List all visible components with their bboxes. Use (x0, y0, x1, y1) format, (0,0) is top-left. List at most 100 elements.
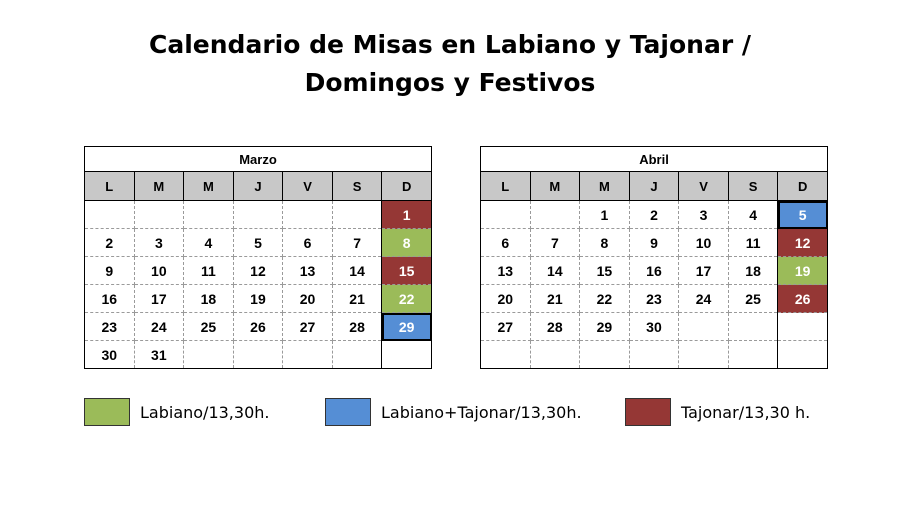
day-cell: 4 (183, 228, 234, 257)
weekday-header: J (232, 171, 284, 201)
calendar-marzo: Marzo L M M J V S D 1 2 3 4 5 6 7 8 9 10 11 12 13 14 15 16 17 18 1… (84, 146, 432, 369)
weekday-header: J (628, 171, 680, 201)
week-row: 30 31 (84, 340, 432, 369)
month-header-row: Abril (480, 146, 828, 172)
weekday-header: M (183, 171, 234, 201)
day-cell (529, 200, 581, 229)
weekday-header: M (529, 171, 581, 201)
day-cell: 8 (579, 228, 630, 257)
day-cell: 24 (133, 312, 185, 341)
weekday-header: L (480, 171, 531, 201)
day-cell (529, 340, 581, 369)
legend-label: Tajonar/13,30 h. (681, 402, 811, 422)
day-cell: 3 (133, 228, 185, 257)
day-cell: 19 (777, 256, 828, 285)
day-cell: 1 (381, 200, 432, 229)
legend-swatch-red (625, 398, 671, 426)
month-name: Marzo (84, 146, 432, 172)
day-cell: 26 (232, 312, 284, 341)
day-cell: 3 (678, 200, 729, 229)
day-cell: 12 (232, 256, 284, 285)
weekday-header: M (133, 171, 185, 201)
day-cell: 18 (183, 284, 234, 313)
day-cell: 23 (628, 284, 680, 313)
day-cell: 7 (529, 228, 581, 257)
day-cell: 11 (183, 256, 234, 285)
day-cell: 20 (480, 284, 531, 313)
legend-swatch-green (84, 398, 130, 426)
day-cell (678, 312, 729, 341)
legend-item-labiano: Labiano/13,30h. (84, 398, 269, 426)
day-cell: 13 (282, 256, 333, 285)
day-cell: 9 (84, 256, 135, 285)
day-cell: 28 (529, 312, 581, 341)
weekday-header: D (381, 171, 432, 201)
day-cell: 4 (727, 200, 779, 229)
day-cell (282, 340, 333, 369)
day-cell (331, 340, 383, 369)
day-cell (480, 200, 531, 229)
weekday-header: V (282, 171, 333, 201)
day-cell (727, 340, 779, 369)
day-cell: 30 (84, 340, 135, 369)
weekday-header: L (84, 171, 135, 201)
page-title: Calendario de Misas en Labiano y Tajonar… (0, 26, 900, 102)
day-cell: 7 (331, 228, 383, 257)
legend-item-labiano-tajonar: Labiano+Tajonar/13,30h. (325, 398, 582, 426)
legend-label: Labiano/13,30h. (140, 402, 270, 422)
day-cell: 18 (727, 256, 779, 285)
day-cell: 31 (133, 340, 185, 369)
day-cell: 19 (232, 284, 284, 313)
day-cell (183, 200, 234, 229)
day-cell: 21 (529, 284, 581, 313)
week-row: 1 (84, 200, 432, 229)
legend-item-tajonar: Tajonar/13,30 h. (625, 398, 810, 426)
day-cell: 13 (480, 256, 531, 285)
weekday-header: D (777, 171, 828, 201)
title-line-2: Domingos y Festivos (304, 68, 596, 97)
day-cell: 11 (727, 228, 779, 257)
weekday-header: V (678, 171, 729, 201)
day-cell: 10 (678, 228, 729, 257)
day-cell: 23 (84, 312, 135, 341)
week-row: 23 24 25 26 27 28 29 (84, 312, 432, 341)
day-cell: 1 (579, 200, 630, 229)
day-cell: 15 (579, 256, 630, 285)
day-cell: 5 (777, 200, 828, 229)
day-cell (579, 340, 630, 369)
day-cell: 25 (727, 284, 779, 313)
day-cell: 14 (529, 256, 581, 285)
month-name: Abril (480, 146, 828, 172)
day-cell: 17 (133, 284, 185, 313)
week-row: 20 21 22 23 24 25 26 (480, 284, 828, 313)
day-cell: 2 (84, 228, 135, 257)
day-cell: 29 (579, 312, 630, 341)
day-cell (183, 340, 234, 369)
weekday-header: M (579, 171, 630, 201)
day-cell: 24 (678, 284, 729, 313)
title-line-1: Calendario de Misas en Labiano y Tajonar… (149, 30, 751, 59)
day-cell (282, 200, 333, 229)
day-cell: 6 (480, 228, 531, 257)
day-cell: 14 (331, 256, 383, 285)
day-cell: 2 (628, 200, 680, 229)
day-cell (628, 340, 680, 369)
week-row: 9 10 11 12 13 14 15 (84, 256, 432, 285)
day-cell: 27 (480, 312, 531, 341)
week-row: 13 14 15 16 17 18 19 (480, 256, 828, 285)
legend-label: Labiano+Tajonar/13,30h. (381, 402, 582, 422)
day-cell: 29 (381, 312, 432, 341)
day-cell (777, 340, 828, 369)
calendar-abril: Abril L M M J V S D 1 2 3 4 5 6 7 8 9 10 11 12 13 14 15 16 17 18 1… (480, 146, 828, 369)
day-cell: 30 (628, 312, 680, 341)
day-cell: 16 (84, 284, 135, 313)
legend-swatch-blue (325, 398, 371, 426)
day-cell: 6 (282, 228, 333, 257)
day-cell: 15 (381, 256, 432, 285)
day-cell (84, 200, 135, 229)
day-cell (777, 312, 828, 341)
day-cell (678, 340, 729, 369)
